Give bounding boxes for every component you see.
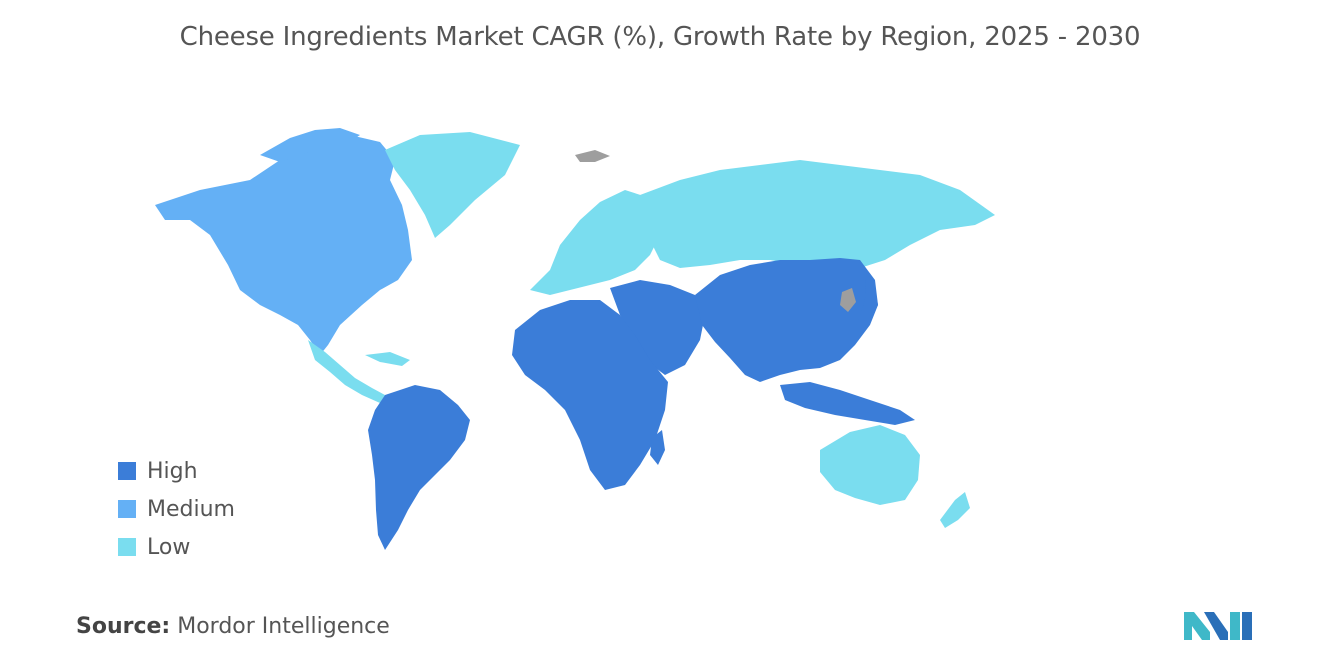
region-russia [640,160,995,270]
region-svalbard [575,150,610,162]
source-text: Mordor Intelligence [177,614,390,639]
source-label: Source: [76,614,171,639]
legend-swatch-low [118,538,136,556]
legend-item-high: High [118,452,235,490]
legend: High Medium Low [118,452,235,566]
mordor-intelligence-logo [1184,612,1252,640]
region-australia [820,425,920,505]
legend-item-medium: Medium [118,490,235,528]
chart-title: Cheese Ingredients Market CAGR (%), Grow… [179,22,1141,52]
region-europe [530,190,665,295]
source-line: Source: Mordor Intelligence [76,614,390,639]
region-caribbean [365,352,410,366]
region-asia [695,258,878,382]
legend-swatch-high [118,462,136,480]
legend-label-low: Low [147,534,191,560]
region-south-america [368,385,470,550]
legend-label-high: High [147,458,198,484]
region-greenland [385,132,520,238]
region-southeast-asia [780,382,915,425]
region-central-america [308,340,385,403]
region-middle-east [610,280,705,375]
region-north-america [155,135,412,355]
region-africa [512,300,668,490]
legend-swatch-medium [118,500,136,518]
region-madagascar [650,430,665,465]
legend-label-medium: Medium [147,496,235,522]
region-canadian-arctic [260,128,360,162]
region-japan [856,280,878,332]
region-korea [840,288,856,312]
legend-item-low: Low [118,528,235,566]
region-new-zealand [940,492,970,528]
world-map [155,128,995,550]
